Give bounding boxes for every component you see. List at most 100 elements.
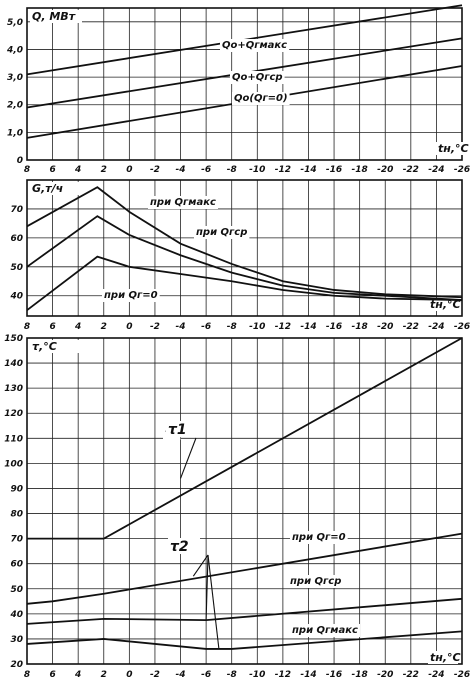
x-tick-label: -8 [227, 322, 237, 332]
x-tick-label: -14 [300, 322, 316, 332]
x-tick-label: -26 [454, 322, 470, 332]
x-tick-label: -10 [249, 322, 265, 332]
tau1-annotation: τ1 [168, 422, 187, 438]
tau2-annotation: τ2 [170, 539, 189, 555]
series-label-backing [290, 624, 360, 637]
x-tick-label: -22 [403, 670, 419, 680]
y-tick-label: 120 [4, 409, 23, 419]
x-axis-label-backing [428, 651, 458, 664]
series-line [26, 630, 463, 650]
x-axis-label: tн,°С [438, 142, 469, 155]
x-tick-label: 4 [74, 670, 81, 680]
series-line [26, 255, 463, 311]
x-tick-label: -4 [176, 322, 186, 332]
series-label: при Qгср [290, 576, 341, 587]
series-label-backing [290, 531, 348, 544]
x-axis-label-backing [428, 298, 458, 311]
plot-frame [26, 179, 463, 317]
series-label-backing [230, 71, 285, 84]
x-tick-label: 4 [74, 165, 81, 175]
y-tick-label: 110 [4, 434, 23, 444]
tau2-leader-line [205, 554, 209, 621]
y-tick-label: 50 [10, 585, 23, 595]
x-tick-label: -10 [249, 670, 265, 680]
x-tick-label: -14 [300, 670, 316, 680]
x-tick-label: -12 [275, 165, 291, 175]
series-line [26, 186, 463, 299]
tau1-leader-line [180, 437, 197, 479]
x-tick-label: -2 [150, 322, 160, 332]
x-tick-label: -6 [201, 165, 211, 175]
series-label-backing [102, 289, 160, 302]
series-line [27, 337, 463, 540]
y-axis-label: G,т/ч [32, 182, 63, 195]
x-axis-label: tн,°С [430, 298, 461, 311]
y-tick-label: 130 [4, 384, 23, 394]
x-axis-label-backing [436, 142, 466, 155]
x-tick-label: -26 [454, 670, 470, 680]
series-label: Qо+Qгмакс [222, 40, 287, 51]
y-tick-label: 20 [10, 660, 23, 670]
x-tick-label: -20 [377, 670, 393, 680]
x-tick-label: 6 [49, 165, 55, 175]
x-tick-label: -8 [227, 165, 237, 175]
x-tick-label: -6 [201, 670, 211, 680]
x-tick-label: -26 [454, 165, 470, 175]
x-axis-label: tн,°С [430, 651, 461, 664]
series-label-backing [220, 39, 290, 52]
x-tick-label: -20 [377, 165, 393, 175]
x-tick-label: -14 [300, 165, 316, 175]
x-tick-label: -18 [352, 670, 368, 680]
x-tick-label: -18 [352, 165, 368, 175]
y-tick-label: 40 [9, 610, 23, 620]
x-tick-label: 2 [101, 670, 107, 680]
x-tick-label: -18 [352, 322, 368, 332]
y-tick-label: 140 [4, 359, 23, 369]
x-tick-label: 6 [49, 670, 55, 680]
series-label-backing [194, 226, 250, 239]
x-tick-label: -2 [150, 165, 160, 175]
x-tick-label: -16 [326, 165, 342, 175]
chart-panel-heat-load: 8 6 4 2 0 -2 -4 -6 -8 -10 -12 -14 -16 -18 -20 -22 -24 -26… [6, 4, 470, 175]
y-tick-label: 70 [10, 205, 23, 215]
x-tick-label: -12 [275, 322, 291, 332]
series-label-backing [148, 196, 218, 209]
y-tick-label: 50 [10, 263, 23, 273]
series-label: Qо+Qгср [232, 72, 283, 83]
series-line [26, 215, 463, 301]
y-tick-label: 70 [10, 535, 23, 545]
x-tick-label: -22 [403, 322, 419, 332]
chart-panel-water-temperature: 8 6 4 2 0 -2 -4 -6 -8 -10 -12 -14 -16 -18 -20 -22 -24 -26… [4, 334, 470, 680]
y-tick-label: 30 [10, 635, 23, 645]
series-line [26, 532, 463, 605]
y-tick-label: 60 [10, 560, 23, 570]
y-tick-label: 0 [17, 156, 23, 166]
x-tick-label: 0 [126, 165, 132, 175]
y-axis-label: Q, МВт [32, 10, 76, 23]
y-tick-label: 80 [10, 510, 23, 520]
x-tick-label: -20 [377, 322, 393, 332]
y-tick-label: 150 [4, 334, 23, 344]
series-label-backing [288, 575, 344, 588]
x-tick-label: -24 [428, 670, 444, 680]
x-tick-label: -12 [275, 670, 291, 680]
x-tick-label: -24 [428, 165, 444, 175]
x-tick-label: -4 [176, 165, 186, 175]
x-tick-label: 6 [49, 322, 55, 332]
plot-frame [26, 337, 463, 665]
y-tick-label: 2,0 [7, 101, 23, 111]
series-label: при Qгмакс [150, 197, 216, 208]
series-label-backing [232, 92, 290, 105]
y-axis-label: τ,°С [32, 340, 57, 353]
series-label: при Qг=0 [292, 532, 346, 543]
y-tick-label: 40 [9, 292, 23, 302]
y-axis-label-backing [30, 340, 82, 353]
series-label: при Qгмакс [292, 625, 358, 636]
x-tick-label: 4 [74, 322, 81, 332]
y-tick-label: 4,0 [6, 45, 23, 55]
tau2-leader-line [192, 554, 209, 577]
x-tick-label: 0 [126, 322, 132, 332]
y-tick-label: 90 [10, 484, 23, 494]
plot-frame [26, 7, 463, 161]
